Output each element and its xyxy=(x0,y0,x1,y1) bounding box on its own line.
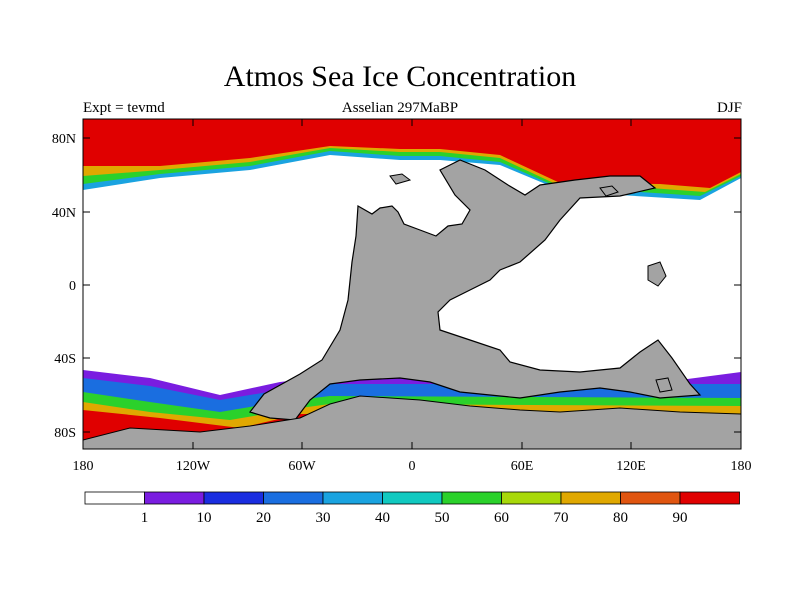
season-label: DJF xyxy=(716,100,742,116)
legend-label: 70 xyxy=(554,510,569,526)
legend-swatch xyxy=(620,491,681,505)
legend-label: 40 xyxy=(375,510,390,526)
lon-label: 180 xyxy=(73,459,94,474)
legend-swatch xyxy=(203,491,264,505)
legend-label: 30 xyxy=(316,510,331,526)
legend-swatch xyxy=(322,491,383,505)
lon-label: 60W xyxy=(288,459,316,474)
island-arctic xyxy=(389,173,412,185)
longitude-axis: 180 120W 60W 0 60E 120E 180 xyxy=(73,119,752,474)
legend-label: 10 xyxy=(197,510,212,526)
legend-label: 1 xyxy=(141,510,149,526)
legend-swatch xyxy=(382,491,443,505)
lat-label: 40N xyxy=(52,206,76,221)
chart-title: Atmos Sea Ice Concentration xyxy=(223,60,577,93)
legend-swatch xyxy=(679,491,740,505)
legend-label: 20 xyxy=(256,510,271,526)
lat-label: 0 xyxy=(69,279,76,294)
pangaea-landmass xyxy=(248,159,702,421)
lon-label: 120W xyxy=(176,459,211,474)
legend-swatch xyxy=(144,491,205,505)
island-north-1 xyxy=(599,185,619,197)
legend-label: 60 xyxy=(494,510,509,526)
legend-label: 50 xyxy=(435,510,450,526)
lat-label: 80S xyxy=(54,426,76,441)
lon-label: 180 xyxy=(731,459,752,474)
lon-label: 120E xyxy=(616,459,646,474)
legend-swatch xyxy=(560,491,621,505)
lon-label: 60E xyxy=(511,459,534,474)
island-east-2 xyxy=(655,377,673,393)
lon-label: 0 xyxy=(409,459,416,474)
legend-swatch xyxy=(84,491,145,505)
legend-label: 80 xyxy=(613,510,628,526)
latitude-axis: 80N 40N 0 40S 80S xyxy=(52,132,741,441)
legend-label: 90 xyxy=(673,510,688,526)
legend-swatch xyxy=(501,491,562,505)
south-polar-land xyxy=(83,395,741,449)
lat-label: 40S xyxy=(54,352,76,367)
period-label: Asselian 297MaBP xyxy=(341,100,459,116)
legend-swatch xyxy=(263,491,324,505)
legend-swatch xyxy=(441,491,502,505)
island-east-1 xyxy=(647,261,667,287)
lat-label: 80N xyxy=(52,132,76,147)
experiment-label: Expt = tevmd xyxy=(83,100,165,116)
